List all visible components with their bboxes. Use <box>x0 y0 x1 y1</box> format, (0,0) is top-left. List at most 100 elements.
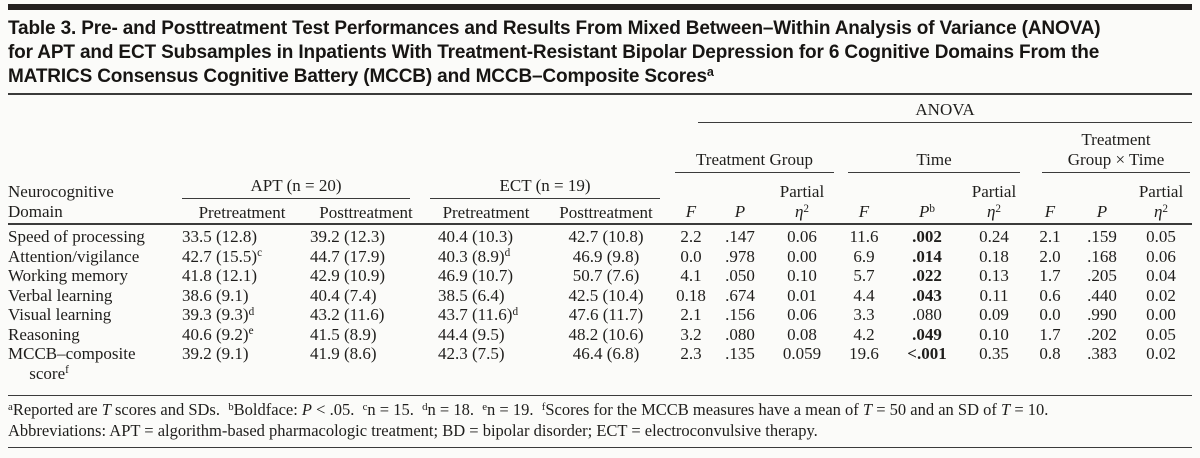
gxt-p-header: P <box>1096 202 1108 221</box>
apt-pretreatment-cell: 41.8 (12.1) <box>182 266 258 285</box>
domain-cell: Attention/vigilance <box>8 246 140 266</box>
gxt-p-cell: .990 <box>1087 305 1117 324</box>
domain-cell: Working memory <box>8 266 128 285</box>
anova-results-table: ANOVA Treatment Group Time Treatment Grou… <box>8 93 1193 396</box>
tg-eta-cell: 0.08 <box>787 324 817 344</box>
domain-cell: Visual learning <box>8 305 112 324</box>
gxt-eta-cell: 0.00 <box>1146 305 1176 324</box>
tg-p-header: P <box>734 202 746 221</box>
table-top-rule <box>8 4 1192 10</box>
table-body: Speed of processing 33.5 (12.8) 39.2 (12… <box>8 224 1193 396</box>
apt-group-header: APT (n = 20) <box>182 173 430 199</box>
footnote-line-2: Abbreviations: APT = algorithm-based pha… <box>8 420 818 440</box>
table-row: MCCB–composite scoref 39.2 (9.1) 41.9 (8… <box>8 344 1192 396</box>
time-p-cell: .022 <box>912 266 942 285</box>
tg-eta-cell: 0.06 <box>787 227 817 246</box>
domain-cell: Verbal learning <box>8 285 113 305</box>
time-f-cell: 4.4 <box>853 285 875 305</box>
table-header: ANOVA Treatment Group Time Treatment Grou… <box>8 94 1193 224</box>
anova-spanner-row: ANOVA <box>8 94 1193 123</box>
apt-posttreatment-cell: 44.7 (17.9) <box>310 246 386 266</box>
time-p-cell: .014 <box>912 246 942 266</box>
time-header: Time <box>836 123 1026 173</box>
apt-pretreatment-header: Pretreatment <box>198 203 286 222</box>
table-row: Reasoning 40.6 (9.2)e 41.5 (8.9) 44.4 (9… <box>8 325 1192 345</box>
ect-group-header: ECT (n = 19) <box>430 173 670 199</box>
gxt-eta-cell: 0.04 <box>1146 266 1176 285</box>
anova-header: ANOVA <box>670 94 1193 123</box>
ect-posttreatment-cell: 47.6 (11.7) <box>568 305 644 324</box>
ect-posttreatment-cell: 46.4 (6.8) <box>572 344 640 363</box>
treatment-group-header: Treatment Group <box>670 123 836 173</box>
gxt-f-cell: 0.0 <box>1039 305 1061 324</box>
apt-posttreatment-cell: 42.9 (10.9) <box>310 266 386 285</box>
tg-f-cell: 0.18 <box>676 285 706 305</box>
tg-partial-eta-header: Partial η2 <box>779 182 825 221</box>
gxt-eta-cell: 0.05 <box>1146 227 1176 246</box>
footnote-line-1: aReported are T scores and SDs. bBoldfac… <box>8 400 1049 419</box>
apt-posttreatment-cell: 41.5 (8.9) <box>310 324 377 344</box>
apt-pretreatment-cell: 42.7 (15.5)c <box>182 246 263 266</box>
tg-p-cell: .080 <box>725 324 755 344</box>
ect-pretreatment-cell: 44.4 (9.5) <box>438 324 505 344</box>
domain-cell: MCCB–composite scoref <box>8 344 136 383</box>
ect-posttreatment-cell: 42.5 (10.4) <box>568 285 644 305</box>
time-eta-cell: 0.13 <box>979 266 1009 285</box>
ect-pretreatment-cell: 38.5 (6.4) <box>438 285 505 305</box>
time-eta-cell: 0.09 <box>979 305 1009 324</box>
time-eta-cell: 0.35 <box>979 344 1009 363</box>
gxt-p-cell: .202 <box>1087 324 1117 344</box>
ect-posttreatment-cell: 50.7 (7.6) <box>572 266 640 285</box>
ect-posttreatment-cell: 46.9 (9.8) <box>572 246 640 266</box>
gxt-p-cell: .159 <box>1087 227 1117 246</box>
gxt-f-header: F <box>1044 202 1056 221</box>
tg-p-cell: .156 <box>725 305 755 324</box>
tg-eta-cell: 0.06 <box>787 305 817 324</box>
table-row: Speed of processing 33.5 (12.8) 39.2 (12… <box>8 224 1192 247</box>
time-p-header: Pb <box>919 202 935 221</box>
tg-eta-cell: 0.01 <box>787 285 817 305</box>
tg-p-cell: .147 <box>725 227 755 246</box>
gxt-eta-cell: 0.02 <box>1146 285 1176 305</box>
time-f-cell: 6.9 <box>853 246 875 266</box>
time-f-cell: 19.6 <box>849 344 879 363</box>
table-row: Verbal learning 38.6 (9.1) 40.4 (7.4) 38… <box>8 286 1192 306</box>
ect-pretreatment-cell: 40.3 (8.9)d <box>438 246 511 266</box>
tg-f-cell: 3.2 <box>680 324 702 344</box>
ect-pretreatment-cell: 43.7 (11.6)d <box>438 305 519 324</box>
tg-eta-cell: 0.00 <box>787 246 817 266</box>
apt-pretreatment-cell: 38.6 (9.1) <box>182 285 249 305</box>
gxt-f-cell: 1.7 <box>1039 266 1061 285</box>
tg-f-cell: 4.1 <box>680 266 702 285</box>
gxt-eta-cell: 0.02 <box>1146 344 1176 363</box>
time-f-cell: 11.6 <box>849 227 879 246</box>
table-bottom-rule <box>8 447 1192 448</box>
tg-f-cell: 2.1 <box>680 305 702 324</box>
table-row: Visual learning 39.3 (9.3)d 43.2 (11.6) … <box>8 305 1192 325</box>
pre-post-row: Pretreatment Posttreatment Pretreatment … <box>8 199 1192 224</box>
apt-pretreatment-cell: 40.6 (9.2)e <box>182 324 254 344</box>
gxt-p-cell: .168 <box>1087 246 1117 266</box>
gxt-partial-eta-header: Partial η2 <box>1138 182 1184 221</box>
treatment-group-x-time-header: Treatment Group × Time <box>1026 123 1192 173</box>
gxt-f-cell: 0.8 <box>1039 344 1061 363</box>
table-footnotes: aReported are T scores and SDs. bBoldfac… <box>8 396 1192 441</box>
ect-pretreatment-cell: 42.3 (7.5) <box>438 344 505 363</box>
apt-posttreatment-cell: 40.4 (7.4) <box>310 285 377 305</box>
apt-posttreatment-cell: 39.2 (12.3) <box>310 227 386 246</box>
time-p-cell: <.001 <box>907 344 947 363</box>
sample-group-row: Neurocognitive Domain APT (n = 20) ECT (n… <box>8 173 1192 221</box>
apt-posttreatment-header: Posttreatment <box>319 203 413 222</box>
gxt-f-cell: 0.6 <box>1039 285 1061 305</box>
gxt-f-cell: 2.0 <box>1039 246 1061 266</box>
paper-table-page: Table 3. Pre- and Posttreatment Test Per… <box>0 4 1200 448</box>
apt-posttreatment-cell: 41.9 (8.6) <box>310 344 377 363</box>
ect-posttreatment-cell: 42.7 (10.8) <box>568 227 644 246</box>
tg-eta-cell: 0.059 <box>782 344 822 363</box>
gxt-f-cell: 1.7 <box>1039 324 1061 344</box>
gxt-eta-cell: 0.05 <box>1146 324 1176 344</box>
ect-pretreatment-cell: 46.9 (10.7) <box>438 266 514 285</box>
time-partial-eta-header: Partial η2 <box>971 182 1017 221</box>
tg-p-cell: .135 <box>725 344 755 363</box>
time-f-header: F <box>858 202 870 221</box>
